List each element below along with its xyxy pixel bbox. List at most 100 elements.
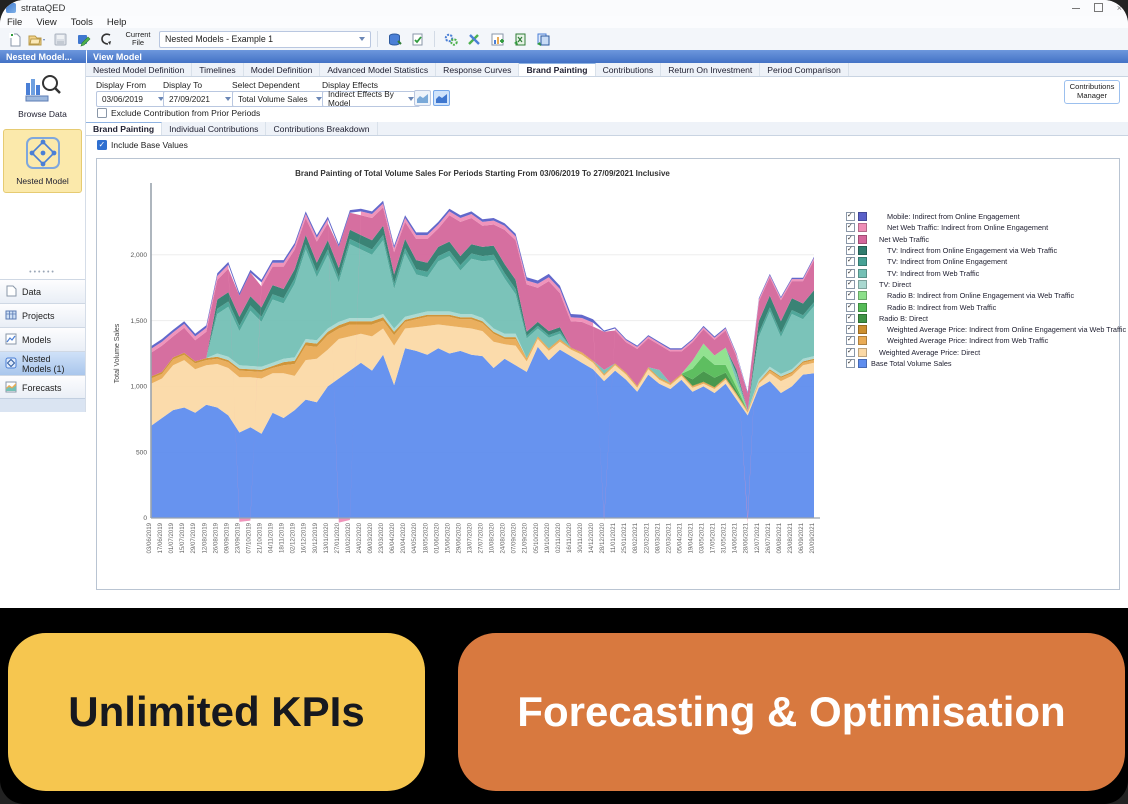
legend-checkbox-icon[interactable] [846, 324, 855, 335]
tab-timelines[interactable]: Timelines [192, 63, 244, 76]
svg-text:09/08/2021: 09/08/2021 [776, 522, 783, 553]
minimize-icon[interactable] [1071, 4, 1080, 13]
exclude-contribution-checkbox[interactable]: Exclude Contribution from Prior Periods [97, 108, 260, 118]
contributions-manager-button[interactable]: Contributions Manager [1064, 80, 1120, 104]
sidebar-nav-models[interactable]: Models [0, 327, 85, 351]
sidebar-item-browse-data[interactable]: Browse Data [3, 66, 82, 126]
svg-text:21/10/2019: 21/10/2019 [257, 522, 264, 553]
close-icon[interactable]: × [1116, 2, 1122, 13]
tab-model-definition[interactable]: Model Definition [244, 63, 321, 76]
sidebar-nav-projects[interactable]: Projects [0, 303, 85, 327]
legend-checkbox-icon[interactable] [846, 234, 855, 244]
svg-text:14/12/2020: 14/12/2020 [588, 522, 595, 553]
doc-icon [5, 285, 17, 299]
svg-text:10/08/2020: 10/08/2020 [489, 522, 496, 553]
tools-icon[interactable] [464, 30, 485, 49]
menu-tools[interactable]: Tools [70, 16, 93, 28]
database-icon[interactable] [384, 30, 405, 49]
menu-file[interactable]: File [7, 16, 23, 28]
svg-text:09/09/2019: 09/09/2019 [223, 522, 230, 553]
legend-checkbox-icon[interactable] [846, 313, 855, 323]
nested-model-icon [25, 136, 61, 172]
validate-model-icon[interactable] [407, 30, 428, 49]
chart-legend: Mobile: Indirect from Online EngagementN… [846, 211, 1126, 369]
sidebar-grip[interactable]: •••••• [29, 269, 56, 276]
tab-advanced-model-statistics[interactable]: Advanced Model Statistics [320, 63, 437, 76]
subtab-brand-painting[interactable]: Brand Painting [86, 122, 163, 135]
legend-item-weighted-average-price-indirect-from-online-engagement-via-web-traffic[interactable]: Weighted Average Price: Indirect from On… [846, 324, 1126, 335]
svg-text:29/07/2019: 29/07/2019 [190, 522, 197, 553]
legend-item-mobile-indirect-from-online-engagement[interactable]: Mobile: Indirect from Online Engagement [846, 211, 1114, 222]
svg-text:05/04/2021: 05/04/2021 [676, 522, 683, 553]
sidebar-nav-data[interactable]: Data [0, 279, 85, 303]
legend-item-tv-indirect-from-online-engagement[interactable]: TV: Indirect from Online Engagement [846, 256, 1114, 267]
legend-checkbox-icon[interactable] [846, 335, 855, 346]
legend-checkbox-icon[interactable] [846, 358, 855, 368]
select-dependent-combobox[interactable]: Total Volume Sales [232, 91, 328, 107]
legend-item-net-web-traffic-indirect-from-online-engagement[interactable]: Net Web Traffic: Indirect from Online En… [846, 222, 1114, 233]
maximize-icon[interactable] [1093, 2, 1103, 14]
new-file-icon[interactable] [4, 30, 25, 49]
legend-swatch [858, 313, 867, 323]
svg-text:31/05/2021: 31/05/2021 [721, 522, 728, 553]
display-to-combobox[interactable]: 27/09/2021 [163, 91, 237, 107]
file-combobox[interactable]: Nested Models - Example 1 [159, 30, 371, 48]
svg-text:30/11/2020: 30/11/2020 [577, 522, 584, 553]
legend-item-tv-indirect-from-online-engagement-via-web-traffic[interactable]: TV: Indirect from Online Engagement via … [846, 245, 1114, 256]
svg-text:28/06/2021: 28/06/2021 [743, 522, 750, 553]
subtab-individual-contributions[interactable]: Individual Contributions [162, 122, 267, 135]
tab-period-comparison[interactable]: Period Comparison [760, 63, 849, 76]
optimise-gears-icon[interactable] [441, 30, 462, 49]
legend-checkbox-icon[interactable] [846, 279, 855, 289]
sidebar-nav-nested-models-1[interactable]: Nested Models (1) [0, 351, 85, 375]
legend-checkbox-icon[interactable] [846, 347, 855, 357]
legend-item-radio-b-indirect-from-online-engagement-via-web-traffic[interactable]: Radio B: Indirect from Online Engagement… [846, 290, 1114, 301]
svg-text:23/08/2021: 23/08/2021 [787, 522, 794, 553]
tab-nested-model-definition[interactable]: Nested Model Definition [86, 63, 193, 76]
include-base-values-checkbox[interactable]: Include Base Values [97, 140, 188, 150]
legend-checkbox-icon[interactable] [846, 290, 855, 301]
refresh-model-icon[interactable] [96, 30, 117, 49]
subtab-contributions-breakdown[interactable]: Contributions Breakdown [266, 122, 378, 135]
legend-item-tv-direct[interactable]: TV: Direct [846, 279, 1114, 290]
display-from-combobox[interactable]: 03/06/2019 [96, 91, 170, 107]
legend-checkbox-icon[interactable] [846, 256, 855, 267]
svg-text:06/09/2021: 06/09/2021 [798, 522, 805, 553]
stacked-chart-view-icon[interactable] [433, 90, 450, 106]
menu-help[interactable]: Help [106, 16, 127, 28]
legend-item-tv-indirect-from-web-traffic[interactable]: TV: Indirect from Web Traffic [846, 267, 1114, 278]
legend-checkbox-icon[interactable] [846, 211, 855, 222]
save-icon[interactable] [50, 30, 71, 49]
open-file-icon[interactable] [27, 30, 48, 49]
subtab-strip: Brand Painting Individual Contributions Co… [86, 122, 1128, 136]
chart-view-icon[interactable] [414, 90, 431, 106]
svg-text:Total Volume Sales: Total Volume Sales [114, 323, 121, 383]
legend-item-weighted-average-price-direct[interactable]: Weighted Average Price: Direct [846, 347, 1114, 358]
legend-checkbox-icon[interactable] [846, 268, 855, 278]
legend-item-base-total-volume-sales[interactable]: Base Total Volume Sales [846, 358, 1114, 369]
tab-strip: Nested Model Definition Timelines Model De… [86, 63, 1128, 77]
menu-view[interactable]: View [36, 16, 57, 28]
edit-model-icon[interactable] [73, 30, 94, 49]
export-data-icon[interactable] [533, 30, 554, 49]
display-effects-combobox[interactable]: Indirect Effects By Model [322, 90, 420, 108]
sidebar-item-nested-model[interactable]: Nested Model [3, 129, 82, 193]
tab-brand-painting[interactable]: Brand Painting [519, 63, 596, 76]
legend-checkbox-icon[interactable] [846, 302, 855, 312]
sidebar-nav-forecasts[interactable]: Forecasts [0, 375, 85, 399]
svg-text:22/02/2021: 22/02/2021 [643, 522, 650, 553]
legend-checkbox-icon[interactable] [846, 245, 855, 256]
tab-return-on-investment[interactable]: Return On Investment [661, 63, 761, 76]
tab-response-curves[interactable]: Response Curves [436, 63, 520, 76]
legend-item-weighted-average-price-indirect-from-web-traffic[interactable]: Weighted Average Price: Indirect from We… [846, 335, 1114, 346]
legend-item-radio-b-indirect-from-web-traffic[interactable]: Radio B: Indirect from Web Traffic [846, 301, 1114, 312]
checkbox-icon [97, 108, 107, 118]
add-chart-icon[interactable] [487, 30, 508, 49]
legend-item-radio-b-direct[interactable]: Radio B: Direct [846, 313, 1114, 324]
legend-checkbox-icon[interactable] [846, 222, 855, 233]
legend-item-net-web-traffic[interactable]: Net Web Traffic [846, 234, 1114, 245]
svg-text:19/04/2021: 19/04/2021 [688, 522, 695, 553]
export-excel-icon[interactable] [510, 30, 531, 49]
tab-contributions[interactable]: Contributions [596, 63, 662, 76]
chevron-down-icon [316, 97, 322, 101]
